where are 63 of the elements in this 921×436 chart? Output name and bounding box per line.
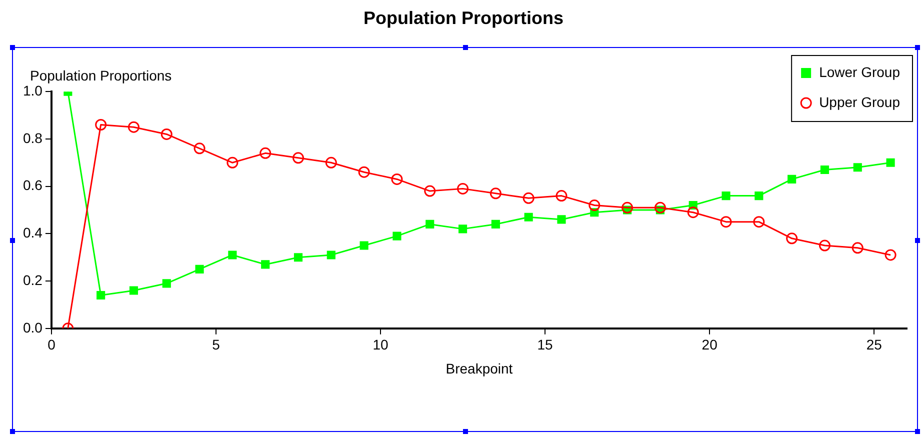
point — [788, 174, 796, 184]
point — [325, 156, 337, 168]
x-tick-label: 25 — [866, 336, 882, 353]
point — [360, 241, 368, 250]
y-tick-label: 0.2 — [22, 272, 43, 288]
point — [128, 121, 140, 133]
legend-label: Upper Group — [819, 94, 900, 110]
point — [687, 206, 699, 218]
point — [426, 220, 434, 228]
point — [326, 250, 336, 260]
point — [160, 128, 172, 140]
y-tick-label: 0.8 — [22, 130, 43, 146]
x-tick-label: 0 — [48, 336, 56, 353]
point — [754, 192, 764, 200]
point — [490, 188, 502, 200]
point — [260, 147, 272, 159]
point — [522, 192, 534, 204]
point — [820, 165, 830, 174]
point — [358, 166, 370, 178]
point — [458, 224, 468, 234]
point — [818, 240, 830, 252]
point — [194, 142, 206, 154]
point — [588, 200, 600, 212]
point — [162, 279, 171, 288]
point — [261, 260, 270, 269]
point — [786, 232, 798, 244]
point — [524, 212, 533, 222]
point — [457, 182, 469, 194]
point — [654, 202, 666, 214]
y-tick-label: 0.0 — [22, 319, 43, 336]
x-tick-label: 10 — [372, 336, 389, 353]
point — [884, 249, 896, 261]
legend-label: Lower Group — [819, 64, 900, 80]
y-tick-label: 0.4 — [22, 224, 43, 241]
point — [195, 264, 204, 274]
chart-title: Population Proportions — [364, 8, 564, 28]
point — [294, 253, 303, 262]
point — [226, 156, 238, 168]
point — [556, 190, 568, 202]
point — [557, 215, 566, 224]
point — [228, 250, 237, 260]
point — [720, 216, 732, 228]
point — [491, 220, 500, 228]
y-tick-label: 0.6 — [22, 177, 43, 194]
point — [852, 242, 864, 254]
x-tick-label: 20 — [702, 336, 718, 353]
point — [722, 192, 730, 200]
point — [622, 202, 634, 214]
y-axis-title: Population Proportions — [30, 67, 172, 84]
point — [96, 290, 106, 300]
point — [853, 163, 862, 172]
point — [392, 232, 402, 240]
x-tick-label: 15 — [537, 336, 554, 353]
point — [95, 119, 107, 130]
y-tick-label: 1.0 — [22, 82, 43, 98]
point — [753, 216, 765, 228]
point — [886, 158, 895, 167]
point — [129, 286, 138, 295]
x-axis-title: Breakpoint — [446, 360, 513, 376]
x-tick-label: 5 — [212, 336, 220, 353]
point — [391, 173, 403, 185]
point — [292, 152, 304, 164]
point — [424, 185, 436, 197]
